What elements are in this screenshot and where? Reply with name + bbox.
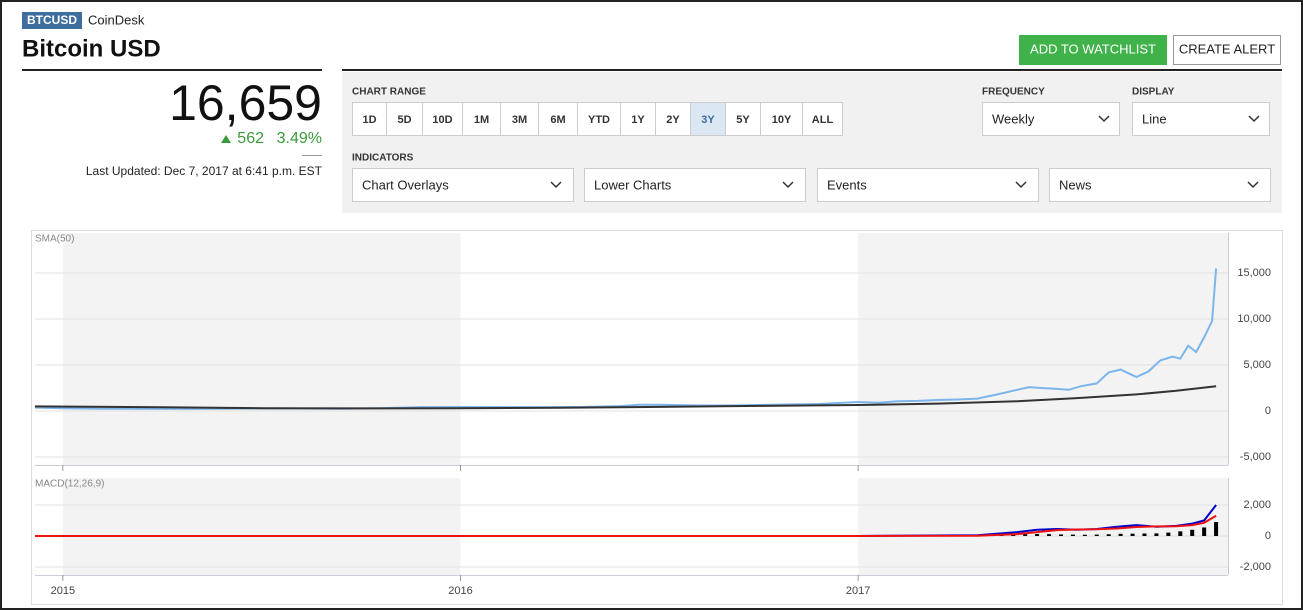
frequency-value[interactable]: Weekly	[992, 111, 1035, 126]
alert-label[interactable]: CREATE ALERT	[1179, 41, 1275, 56]
range-label[interactable]: 3M	[512, 114, 527, 126]
histogram-bar	[1142, 533, 1147, 536]
source: CoinDesk	[88, 12, 145, 27]
range-button[interactable]	[655, 102, 691, 136]
histogram-bar	[1166, 532, 1171, 536]
change-pct: 3.49%	[277, 130, 322, 147]
range-button[interactable]	[538, 102, 578, 136]
histogram-bar	[1202, 527, 1207, 536]
range-button[interactable]	[760, 102, 803, 136]
indicator-label[interactable]: Events	[827, 177, 867, 192]
histogram-bar	[1082, 534, 1087, 536]
range-label[interactable]: 5D	[397, 114, 411, 126]
range-label[interactable]: 10Y	[772, 114, 792, 126]
range-label[interactable]: YTD	[588, 114, 610, 126]
chevron	[1015, 181, 1027, 189]
indicator-select[interactable]	[1049, 168, 1271, 202]
display-select[interactable]	[1132, 102, 1270, 136]
display-label: DISPLAY	[1132, 87, 1175, 98]
indicator-select[interactable]	[352, 168, 574, 202]
range-label: CHART RANGE	[352, 87, 426, 98]
up-arrow	[221, 135, 231, 143]
frequency-select[interactable]	[982, 102, 1120, 136]
range-label[interactable]: 1D	[362, 114, 376, 126]
range-button[interactable]	[802, 102, 843, 136]
indicator-select[interactable]	[817, 168, 1039, 202]
watchlist-label[interactable]: ADD TO WATCHLIST	[1030, 41, 1156, 56]
histogram-bar	[1094, 534, 1099, 536]
chevron	[1098, 115, 1110, 123]
range-label[interactable]: 1M	[474, 114, 489, 126]
chevron	[782, 181, 794, 189]
y-tick-label: 10,000	[1237, 313, 1271, 325]
range-label[interactable]: ALL	[812, 114, 834, 126]
histogram-bar	[1118, 533, 1123, 536]
histogram-bar	[1023, 534, 1028, 536]
y-tick-label: 2,000	[1243, 499, 1271, 511]
range-label[interactable]: 5Y	[736, 114, 750, 126]
range-button[interactable]	[352, 102, 387, 136]
ticker-badge	[22, 12, 82, 29]
range-label[interactable]: 3Y	[701, 114, 715, 126]
frequency-label: FREQUENCY	[982, 87, 1045, 98]
ticker: BTCUSD	[27, 13, 77, 27]
price: 16,659	[169, 75, 322, 131]
range-label[interactable]: 6M	[550, 114, 565, 126]
indicators-label: INDICATORS	[352, 153, 414, 164]
y-tick-label: 5,000	[1243, 359, 1271, 371]
histogram-bar	[1178, 531, 1183, 536]
range-button[interactable]	[422, 102, 463, 136]
y-tick-label: -5,000	[1240, 451, 1271, 463]
y-tick-label: 0	[1265, 405, 1271, 417]
x-tick-label: 2017	[846, 585, 870, 597]
range-label[interactable]: 2Y	[666, 114, 680, 126]
histogram-bar	[1214, 522, 1219, 536]
histogram-bar	[1154, 533, 1159, 536]
indicator-tag: MACD(12,26,9)	[35, 479, 104, 490]
indicator-label[interactable]: Lower Charts	[594, 177, 672, 192]
range-button[interactable]	[577, 102, 621, 136]
year-band	[62, 478, 461, 575]
y-tick-label: 0	[1265, 530, 1271, 542]
rule	[342, 69, 1282, 71]
display-value[interactable]: Line	[1142, 111, 1167, 126]
year-band	[62, 233, 461, 465]
histogram-bar	[1106, 534, 1111, 536]
rule	[22, 69, 322, 71]
histogram-bar	[1190, 529, 1195, 536]
range-label[interactable]: 10D	[432, 114, 452, 126]
x-tick-label: 2015	[51, 585, 75, 597]
year-band	[858, 233, 1228, 465]
histogram-bar	[1130, 533, 1135, 536]
histogram-bar	[1058, 534, 1063, 536]
y-tick-label: -2,000	[1240, 561, 1271, 573]
indicator-select[interactable]	[584, 168, 806, 202]
watchlist-button[interactable]	[1019, 35, 1167, 65]
range-button[interactable]	[500, 102, 539, 136]
indicator-tag: SMA(50)	[35, 234, 74, 245]
title: Bitcoin USD	[22, 35, 161, 62]
alert-button[interactable]	[1173, 35, 1281, 65]
histogram-bar	[1070, 534, 1075, 536]
rule	[302, 155, 322, 156]
updated: Last Updated: Dec 7, 2017 at 6:41 p.m. E…	[86, 164, 323, 178]
histogram-bar	[1047, 534, 1052, 536]
x-tick-label: 2016	[448, 585, 472, 597]
series-line	[35, 514, 1217, 537]
range-button[interactable]	[690, 102, 726, 136]
range-button[interactable]	[725, 102, 761, 136]
chevron	[550, 181, 562, 189]
chevron	[1247, 181, 1259, 189]
chevron	[1248, 115, 1260, 123]
chart-frame	[31, 230, 1283, 605]
range-button[interactable]	[386, 102, 423, 136]
indicator-label[interactable]: News	[1059, 177, 1092, 192]
range-label[interactable]: 1Y	[631, 114, 645, 126]
change: 562	[237, 130, 264, 147]
series-line	[34, 385, 1217, 410]
histogram-bar	[1035, 533, 1040, 536]
y-tick-label: 15,000	[1237, 267, 1271, 279]
indicator-label[interactable]: Chart Overlays	[362, 177, 449, 192]
